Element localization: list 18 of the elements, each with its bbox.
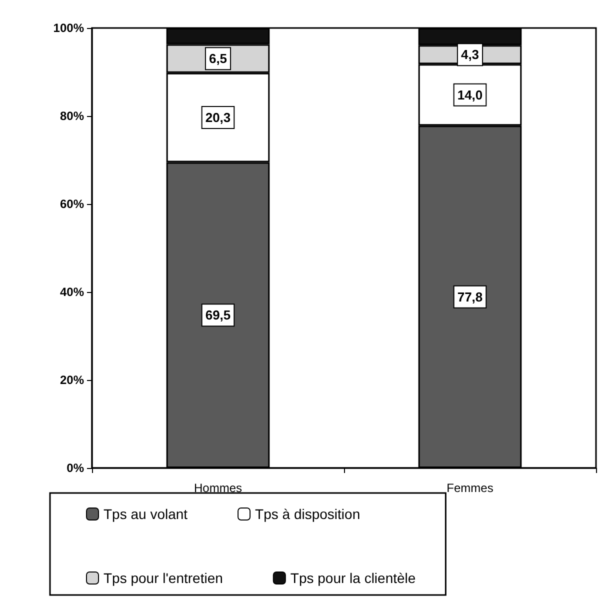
data-label: 20,3	[205, 110, 231, 126]
data-label: 4,3	[460, 47, 480, 62]
x-tick-label: Hommes	[194, 481, 242, 495]
x-tick-label: Femmes	[446, 481, 494, 495]
y-tick-label: 0%	[66, 461, 84, 475]
legend-label: Tps pour la clientèle	[290, 570, 416, 586]
legend-label: Tps à disposition	[255, 506, 360, 522]
y-tick-label: 80%	[60, 109, 84, 123]
y-tick-label: 60%	[60, 197, 84, 211]
y-tick-label: 100%	[53, 21, 84, 35]
data-label: 14,0	[457, 87, 483, 102]
data-label: 69,5	[205, 308, 231, 323]
legend-label: Tps au volant	[104, 506, 188, 522]
y-tick-label: 40%	[60, 285, 84, 299]
data-label: 6,5	[208, 51, 228, 66]
data-label: 77,8	[457, 289, 483, 304]
y-tick-label: 20%	[60, 373, 84, 387]
legend-label: Tps pour l'entretien	[104, 570, 223, 586]
